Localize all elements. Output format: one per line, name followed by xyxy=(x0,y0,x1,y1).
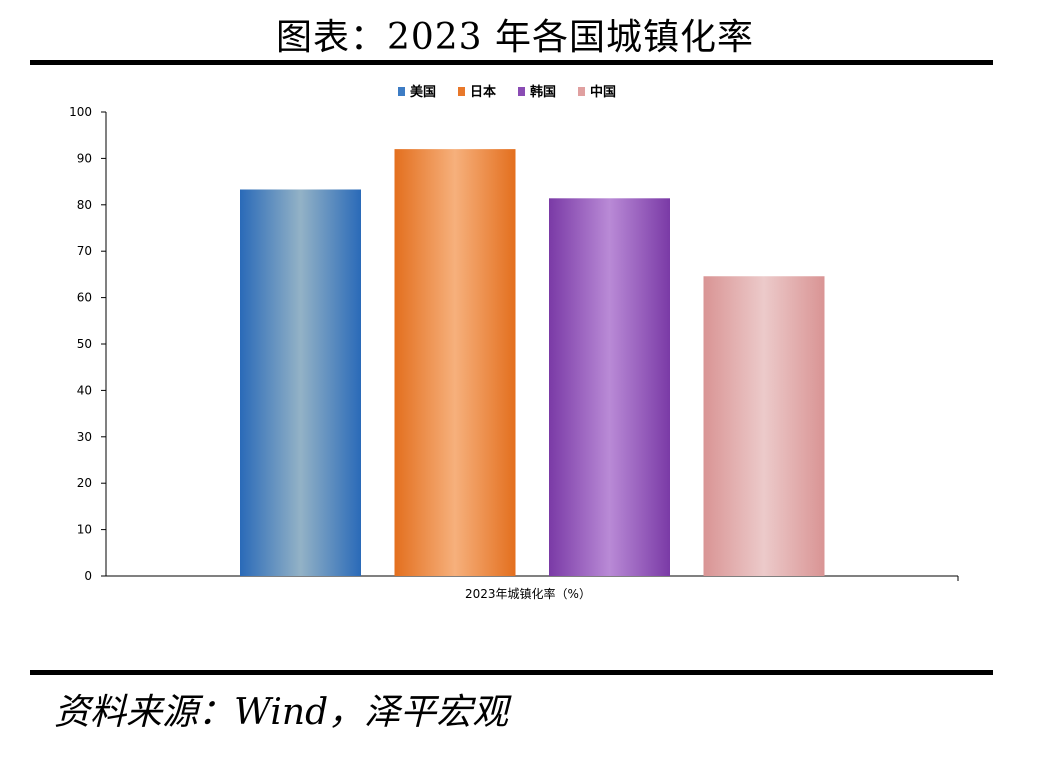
bar-2 xyxy=(394,149,516,576)
y-tick-label: 90 xyxy=(77,151,92,165)
chart-title: 图表：2023 年各国城镇化率 xyxy=(275,17,755,58)
legend-label: 韩国 xyxy=(530,84,556,100)
legend-label: 中国 xyxy=(590,84,616,100)
y-tick-label: 100 xyxy=(69,105,92,119)
legend-label: 日本 xyxy=(470,84,496,100)
chart-bars xyxy=(240,149,825,576)
chart-legend: 美国 日本 韩国 中国 xyxy=(398,84,616,100)
y-tick-label: 80 xyxy=(77,198,92,212)
bar-4 xyxy=(703,276,825,576)
bar-3 xyxy=(549,198,670,576)
y-tick-label: 0 xyxy=(84,569,92,583)
legend-swatch xyxy=(398,87,405,96)
legend-swatch xyxy=(518,87,525,96)
legend-swatch xyxy=(458,87,465,96)
y-tick-label: 40 xyxy=(77,383,92,397)
source-note: 资料来源：Wind，泽平宏观 xyxy=(54,692,509,733)
y-tick-label: 50 xyxy=(77,337,92,351)
y-tick-label: 60 xyxy=(77,291,92,305)
y-tick-label: 20 xyxy=(77,476,92,490)
top-rule xyxy=(30,60,993,65)
bottom-rule xyxy=(30,670,993,675)
bar-chart: 美国 日本 韩国 中国 0 10 20 30 40 50 60 70 80 90 100 2023年城镇化… xyxy=(69,84,959,601)
y-tick-label: 70 xyxy=(77,244,92,258)
y-tick-label: 30 xyxy=(77,430,92,444)
bar-1 xyxy=(240,189,361,576)
y-tick-label: 10 xyxy=(77,523,92,537)
legend-swatch xyxy=(578,87,585,96)
x-axis-label: 2023年城镇化率（%） xyxy=(465,586,591,601)
legend-label: 美国 xyxy=(410,84,436,100)
